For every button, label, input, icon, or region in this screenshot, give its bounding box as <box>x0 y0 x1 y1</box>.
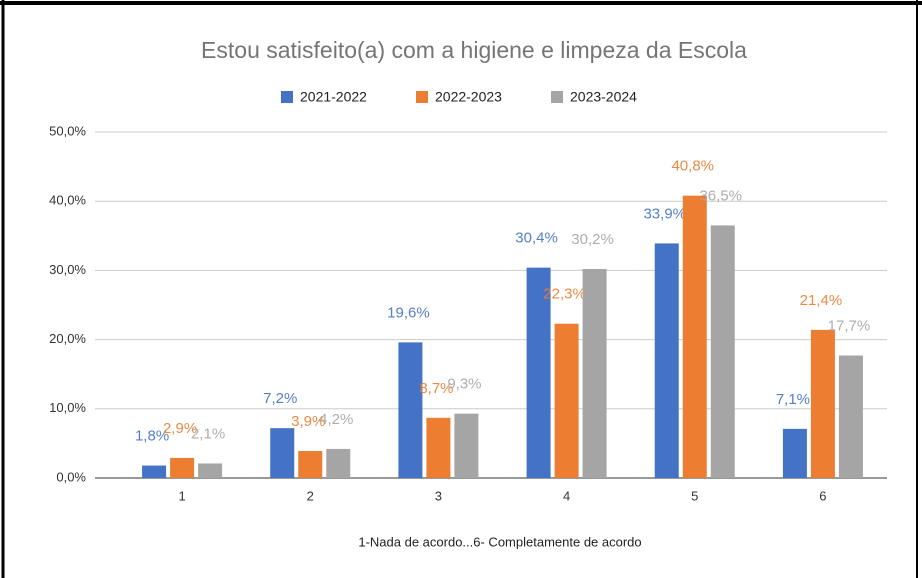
data-label: 4,2% <box>319 411 353 428</box>
y-tick-label: 50,0% <box>49 123 86 138</box>
data-label: 7,2% <box>263 390 297 407</box>
legend-label: 2023-2024 <box>570 89 637 105</box>
x-tick-label: 6 <box>819 488 826 503</box>
bar <box>326 448 351 478</box>
bar <box>782 428 807 478</box>
bar <box>526 267 551 478</box>
data-label: 3,9% <box>291 413 325 430</box>
bar <box>654 243 679 478</box>
y-tick-label: 30,0% <box>49 262 86 277</box>
x-axis-label: 1-Nada de acordo...6- Completamente de a… <box>358 534 641 549</box>
data-label: 17,7% <box>828 317 871 334</box>
data-label: 33,9% <box>643 205 686 222</box>
data-label: 7,1% <box>776 391 810 408</box>
bar <box>298 451 323 478</box>
bar <box>270 428 295 478</box>
bar <box>582 269 607 478</box>
data-label: 2,9% <box>163 420 197 437</box>
legend-label: 2021-2022 <box>300 89 367 105</box>
bar <box>810 329 835 478</box>
y-tick-label: 20,0% <box>49 331 86 346</box>
data-label: 19,6% <box>387 304 430 321</box>
data-label: 30,2% <box>571 231 614 248</box>
legend-swatch <box>416 91 428 103</box>
data-label: 21,4% <box>800 292 843 309</box>
data-label: 1,8% <box>135 428 169 445</box>
data-label: 36,5% <box>699 187 742 204</box>
legend-swatch <box>551 91 563 103</box>
chart-title: Estou satisfeito(a) com a higiene e limp… <box>201 37 747 63</box>
data-label: 22,3% <box>543 286 586 303</box>
x-tick-label: 4 <box>563 488 570 503</box>
legend-swatch <box>281 91 293 103</box>
x-tick-label: 2 <box>307 488 314 503</box>
x-tick-label: 3 <box>435 488 442 503</box>
bar <box>710 225 735 478</box>
bar <box>682 195 707 478</box>
bar <box>170 457 195 478</box>
x-tick-label: 5 <box>691 488 698 503</box>
data-label: 2,1% <box>191 425 225 442</box>
y-tick-label: 0,0% <box>56 469 86 484</box>
y-tick-label: 40,0% <box>49 193 86 208</box>
bar <box>198 463 223 478</box>
x-tick-label: 1 <box>178 488 185 503</box>
bar <box>398 342 423 478</box>
legend-label: 2022-2023 <box>435 89 502 105</box>
data-label: 8,7% <box>419 380 453 397</box>
y-tick-label: 10,0% <box>49 400 86 415</box>
bar <box>142 465 167 478</box>
data-label: 40,8% <box>671 158 714 175</box>
data-label: 30,4% <box>515 230 558 247</box>
bar <box>454 413 479 478</box>
bar <box>426 417 451 478</box>
bar <box>838 355 863 478</box>
bar <box>554 323 579 478</box>
data-label: 9,3% <box>447 376 481 393</box>
